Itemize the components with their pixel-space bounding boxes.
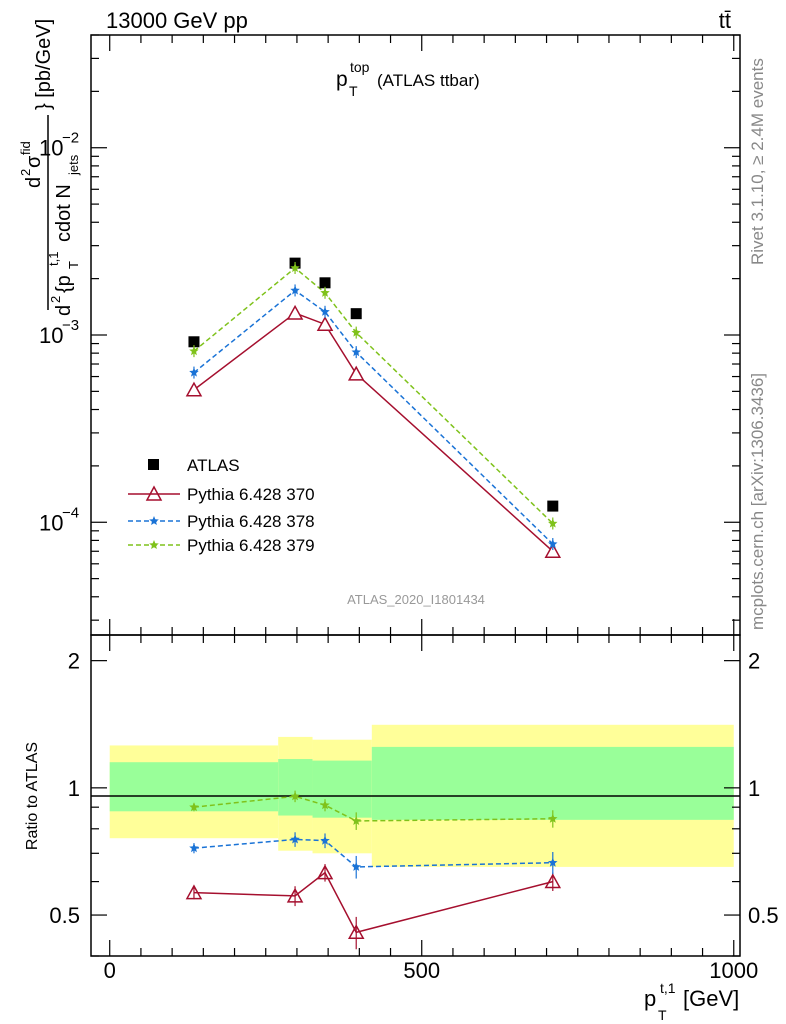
ratio-point-star — [548, 813, 558, 823]
legend-marker-370 — [145, 485, 163, 501]
svg-text:d: d — [53, 305, 75, 316]
main-point-star — [290, 263, 300, 272]
main-point-atlas — [319, 277, 331, 289]
ratio-band-green — [312, 760, 372, 818]
ratio-ylabel: Ratio to ATLAS — [24, 742, 41, 850]
main-ytick-label: 10−2 — [39, 130, 79, 161]
main-point-star — [351, 347, 361, 357]
main-title-sub: T — [349, 83, 358, 99]
svg-text:t,1: t,1 — [46, 252, 61, 266]
ratio-ytick-label-right: 1 — [748, 776, 760, 801]
rivet-label: Rivet 3.1.10, ≥ 2.4M events — [748, 58, 767, 265]
svg-text:t,1: t,1 — [660, 980, 676, 996]
main-point-triangle — [347, 365, 365, 381]
main-point-triangle — [185, 381, 203, 397]
ratio-xtick-label: 0 — [104, 958, 116, 983]
main-title: p — [336, 68, 348, 91]
svg-text:−2: −2 — [62, 130, 79, 147]
svg-text:σ: σ — [23, 155, 45, 168]
svg-text:fid: fid — [18, 141, 33, 155]
ratio-point-triangle — [544, 873, 562, 889]
main-panel: 10−210−310−4 p top T (ATLAS ttbar) ATLAS… — [18, 19, 741, 636]
xlabel: p t,1 T [GeV] — [644, 980, 739, 1023]
legend-marker-atlas — [148, 459, 159, 470]
svg-text:2: 2 — [18, 169, 33, 176]
main-ytick-label: 10−4 — [39, 504, 79, 535]
ratio-point-triangle — [286, 887, 304, 903]
ratio-panel: 0.5 0.5 1 1 2 2 0 500 1000 Ratio to ATLAS p t,1… — [24, 634, 779, 1023]
ratio-ytick-label-left: 2 — [68, 649, 80, 674]
main-point-triangle — [316, 316, 334, 332]
main-series-line — [193, 289, 554, 545]
ratio-point-triangle — [316, 864, 334, 880]
ratio-point-star — [290, 791, 300, 801]
svg-text:T: T — [66, 261, 81, 269]
main-point-triangle — [286, 304, 304, 320]
ratio-point-star — [320, 835, 330, 845]
main-point-star — [189, 367, 199, 377]
ratio-series-line — [193, 871, 553, 934]
svg-text:10: 10 — [39, 510, 63, 535]
ratio-band-green — [278, 759, 313, 816]
ratio-point-star — [290, 834, 300, 844]
svg-text:−3: −3 — [62, 317, 79, 334]
ratio-point-star — [351, 815, 361, 825]
main-point-star — [351, 327, 361, 337]
svg-text:−4: −4 — [62, 504, 79, 521]
svg-text:10: 10 — [39, 323, 63, 348]
ratio-ytick-label-left: 1 — [68, 776, 80, 801]
ratio-point-star — [320, 800, 330, 810]
ratio-band-green — [371, 746, 734, 820]
main-point-star — [290, 285, 300, 295]
ratio-xtick-label: 500 — [403, 958, 440, 983]
main-point-star — [548, 539, 558, 549]
mcplots-label: mcplots.cern.ch [arXiv:1306.3436] — [748, 373, 767, 630]
ratio-point-star — [189, 843, 199, 853]
ratio-ytick-label-right: 2 — [748, 649, 760, 674]
ratio-point-triangle — [185, 884, 203, 900]
main-point-triangle — [544, 543, 562, 558]
process-label: tt̄ — [719, 8, 731, 33]
main-point-atlas — [547, 500, 559, 512]
main-ylabel: d 2 σ fid d 2 {p t,1 T cdot N jets } [pb… — [18, 19, 81, 316]
svg-text:cdot N: cdot N — [53, 184, 75, 242]
svg-text:jets: jets — [66, 154, 81, 176]
main-point-atlas — [188, 336, 200, 348]
svg-text:} [pb/GeV]: } [pb/GeV] — [33, 19, 55, 110]
main-point-star — [548, 518, 558, 528]
legend-label-atlas: ATLAS — [187, 456, 240, 475]
svg-text:T: T — [658, 1007, 667, 1023]
main-point-star — [189, 346, 199, 356]
legend-label-370: Pythia 6.428 370 — [187, 485, 315, 504]
svg-text:d: d — [23, 177, 45, 188]
main-title-sup: top — [350, 59, 370, 75]
main-point-atlas — [350, 308, 362, 320]
ratio-point-star — [189, 802, 199, 812]
ratio-point-triangle — [347, 924, 365, 940]
ratio-xtick-label: 1000 — [709, 958, 758, 983]
ratio-ytick-label-right: 0.5 — [748, 903, 779, 928]
main-point-star — [320, 306, 330, 316]
svg-text:{p: {p — [53, 275, 75, 293]
legend-label-379: Pythia 6.428 379 — [187, 536, 315, 555]
svg-text:p: p — [644, 986, 656, 1011]
main-title-rest: (ATLAS ttbar) — [377, 71, 480, 90]
ratio-frame — [90, 634, 741, 957]
legend-marker-379 — [149, 540, 159, 549]
legend-label-378: Pythia 6.428 378 — [187, 512, 315, 531]
ratio-point-star — [548, 857, 558, 867]
analysis-watermark: ATLAS_2020_I1801434 — [347, 592, 485, 607]
svg-text:[GeV]: [GeV] — [683, 986, 739, 1011]
svg-text:10: 10 — [39, 136, 63, 161]
main-point-star — [320, 287, 330, 297]
main-ytick-label: 10−3 — [39, 317, 79, 348]
legend: ATLAS Pythia 6.428 370 Pythia 6.428 378 … — [128, 456, 315, 555]
svg-text:2: 2 — [48, 296, 63, 303]
ratio-point-star — [351, 861, 361, 871]
legend-marker-378 — [149, 516, 159, 525]
ratio-ytick-label-left: 0.5 — [49, 903, 80, 928]
energy-label: 13000 GeV pp — [106, 8, 248, 33]
